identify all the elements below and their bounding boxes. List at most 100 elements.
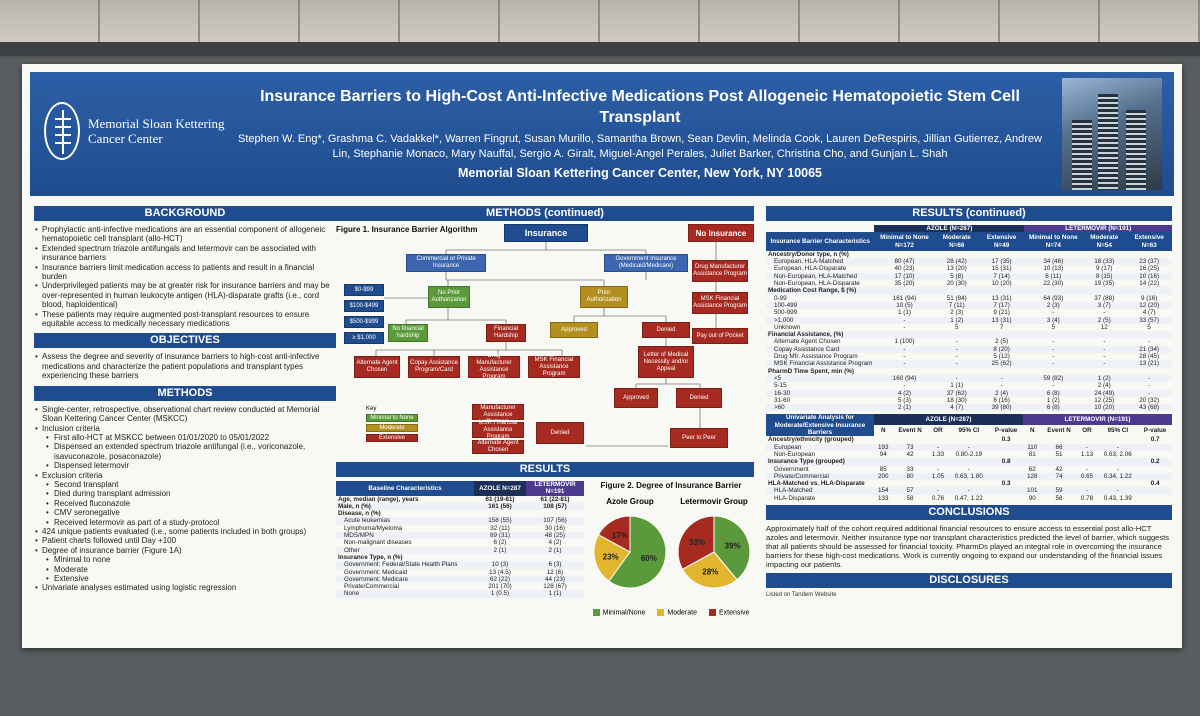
background-item: Insurance barriers limit medication acce… xyxy=(34,263,336,282)
baseline-header-letermovir: LETERMOVIR N=191 xyxy=(526,481,584,496)
t2-cell xyxy=(893,458,928,465)
pay-out-of-pocket-box: Pay out of Pocket xyxy=(692,328,748,344)
t1-cell: - xyxy=(1148,374,1151,382)
baseline-cell: MDS/MPN xyxy=(344,532,374,540)
t1-row: Financial Assistance, (%) xyxy=(766,331,1172,339)
methods-item: Moderate xyxy=(34,565,336,575)
t1-cell: 2 (3) xyxy=(950,309,964,317)
t1-header-cell: Insurance Barrier Characteristics xyxy=(770,237,870,245)
background-item: Underprivileged patients may be at great… xyxy=(34,281,336,309)
baseline-cell: 61 (19-81) xyxy=(485,495,515,503)
t2-cell: 81 xyxy=(1028,450,1036,458)
pie-slice-extensive xyxy=(677,515,715,571)
t2-cell: 110 xyxy=(1027,443,1038,451)
t2-cell xyxy=(948,480,989,487)
t2-header-cell: Event N xyxy=(898,427,922,435)
t1-cell: - xyxy=(903,345,906,353)
t2-cell: 193 xyxy=(878,443,889,451)
methods-item: Patient charts followed until Day +100 xyxy=(34,536,336,546)
t2-row: Non-European 94 42 1.33 0.80-2.19 81 51 1.13 0.6… xyxy=(766,451,1172,458)
t1-cell xyxy=(935,287,979,294)
baseline-cell: Government: Federal/State Health Plans xyxy=(344,561,458,569)
t1-cell: 40 (23) xyxy=(894,265,915,273)
t1-cell: 6 (8) xyxy=(1046,404,1060,412)
t1-cell xyxy=(1082,368,1126,375)
t1-cell xyxy=(1024,368,1082,375)
methods-item: Degree of insurance barrier (Figure 1A) xyxy=(34,546,336,556)
t1-cell: 5 (8) xyxy=(950,272,964,280)
cost-tier-3: ≥ $1,000 xyxy=(344,332,384,344)
building-photo xyxy=(1062,78,1162,190)
baseline-row: Male, n (%) 161 (56) 108 (57) xyxy=(336,502,584,511)
pie-slice-moderate xyxy=(681,551,738,589)
pie-label: 60% xyxy=(641,554,657,563)
figure-1-title: Figure 1. Insurance Barrier Algorithm xyxy=(336,225,478,234)
institution: Memorial Sloan Kettering Cancer Center, … xyxy=(457,166,823,180)
government-insurance-box: Government Insurance (Medicaid/Medicare) xyxy=(604,254,688,272)
t1-cell: <5 xyxy=(774,374,782,382)
background-item: Extended spectrum triazole antifungals a… xyxy=(34,244,336,263)
t2-cell: 0.8 xyxy=(1001,458,1011,466)
t2-cell xyxy=(928,480,949,487)
t2-row: HLA-Disparate 133 58 0.76 0.47, 1.22 90 58 0.78… xyxy=(766,495,1172,502)
t1-cell xyxy=(979,251,1025,258)
t1-cell: European, HLA-Disparate xyxy=(774,265,847,273)
t2-cell xyxy=(1077,436,1098,443)
disclosures-text: Listed on Tandem Website xyxy=(766,591,837,598)
drug-mfr-program-right-box: Drug Manufacturer Assistance Program xyxy=(692,260,748,282)
baseline-cell: 2 (1) xyxy=(548,546,562,554)
baseline-cell: 161 (56) xyxy=(488,502,512,510)
t1-cell: 20 (32) xyxy=(1139,396,1160,404)
t2-cell: 0.47, 1.22 xyxy=(954,494,983,502)
t2-cell xyxy=(893,480,928,487)
baseline-row: Age, median (range), years 61 (19-81) 61 (… xyxy=(336,496,584,503)
baseline-cell: 107 (56) xyxy=(543,517,567,525)
t1-cell: 3 (7) xyxy=(1097,301,1111,309)
t1-cell: >1,000 xyxy=(774,316,794,324)
t2-cell: 0.63, 2.06 xyxy=(1103,450,1132,458)
t1-cell xyxy=(1024,331,1082,338)
t1-cell: - xyxy=(955,345,958,353)
t1-cell: 39 (80) xyxy=(991,404,1012,412)
t2-cell xyxy=(1042,480,1077,487)
t1-cell: 4 (7) xyxy=(1142,309,1156,317)
baseline-row: Government: Medicare 62 (22) 44 (23) xyxy=(336,575,584,584)
middle-column: METHODS (continued) Figure 1. Insurance … xyxy=(336,206,754,638)
baseline-cell: Government: Medicaid xyxy=(344,568,408,576)
t1-row: Copay Assistance Card - - 8 (20) - - 21 (34) xyxy=(766,345,1172,354)
methods-continued-heading: METHODS (continued) xyxy=(336,206,754,221)
t1-cell: 1 (2) xyxy=(1097,374,1111,382)
t1-cell: - xyxy=(1148,389,1151,397)
t2-cell: Private/Commercial xyxy=(774,472,829,480)
right-column: RESULTS (continued) AZOLE (N=287) LETERM… xyxy=(766,206,1172,598)
t1-cell xyxy=(1126,287,1172,294)
background-item: Prophylactic anti-infective medications … xyxy=(34,225,336,244)
t1-cell: 2 (4) xyxy=(1097,382,1111,390)
t1-cell: Non-European, HLA-Disparate xyxy=(774,280,860,288)
t2-group-azole: AZOLE (N=287) xyxy=(874,414,1023,426)
t1-cell: - xyxy=(955,374,958,382)
baseline-cell xyxy=(526,554,584,561)
conclusions-heading: CONCLUSIONS xyxy=(766,504,1172,520)
denied-box-1: Denied xyxy=(642,322,690,338)
barrier-characteristics-table: AZOLE (N=287) LETERMOVIR (N=191) Insuran… xyxy=(766,225,1172,412)
t1-cell xyxy=(874,251,934,258)
baseline-cell: 48 (25) xyxy=(545,532,565,540)
copay-assistance-box: Copay Assistance Program/Card xyxy=(408,356,460,378)
t1-header-cell: Minimal to None N=74 xyxy=(1028,234,1078,249)
t2-cell: Insurance Type (grouped) xyxy=(768,458,845,466)
t1-cell xyxy=(1126,251,1172,258)
baseline-row: Insurance Type, n (%) xyxy=(336,554,584,561)
methods-item: 424 unique patients evaluated (i.e., som… xyxy=(34,527,336,537)
t2-cell: 0.4 xyxy=(1150,480,1160,488)
methods-item: Extensive xyxy=(34,574,336,584)
baseline-row: None 1 (0.5) 1 (1) xyxy=(336,590,584,598)
t1-header-cell: Extensive N=49 xyxy=(986,234,1017,249)
t1-cell: European, HLA-Matched xyxy=(774,258,844,266)
baseline-cell: 32 (11) xyxy=(490,524,510,532)
t1-cell: Copay Assistance Card xyxy=(774,345,840,353)
t1-cell: 10 (5) xyxy=(896,301,913,309)
baseline-cell: 128 (67) xyxy=(543,583,567,591)
t2-cell: 0.80-2.19 xyxy=(955,450,983,458)
background-list: Prophylactic anti-infective medications … xyxy=(34,225,336,328)
